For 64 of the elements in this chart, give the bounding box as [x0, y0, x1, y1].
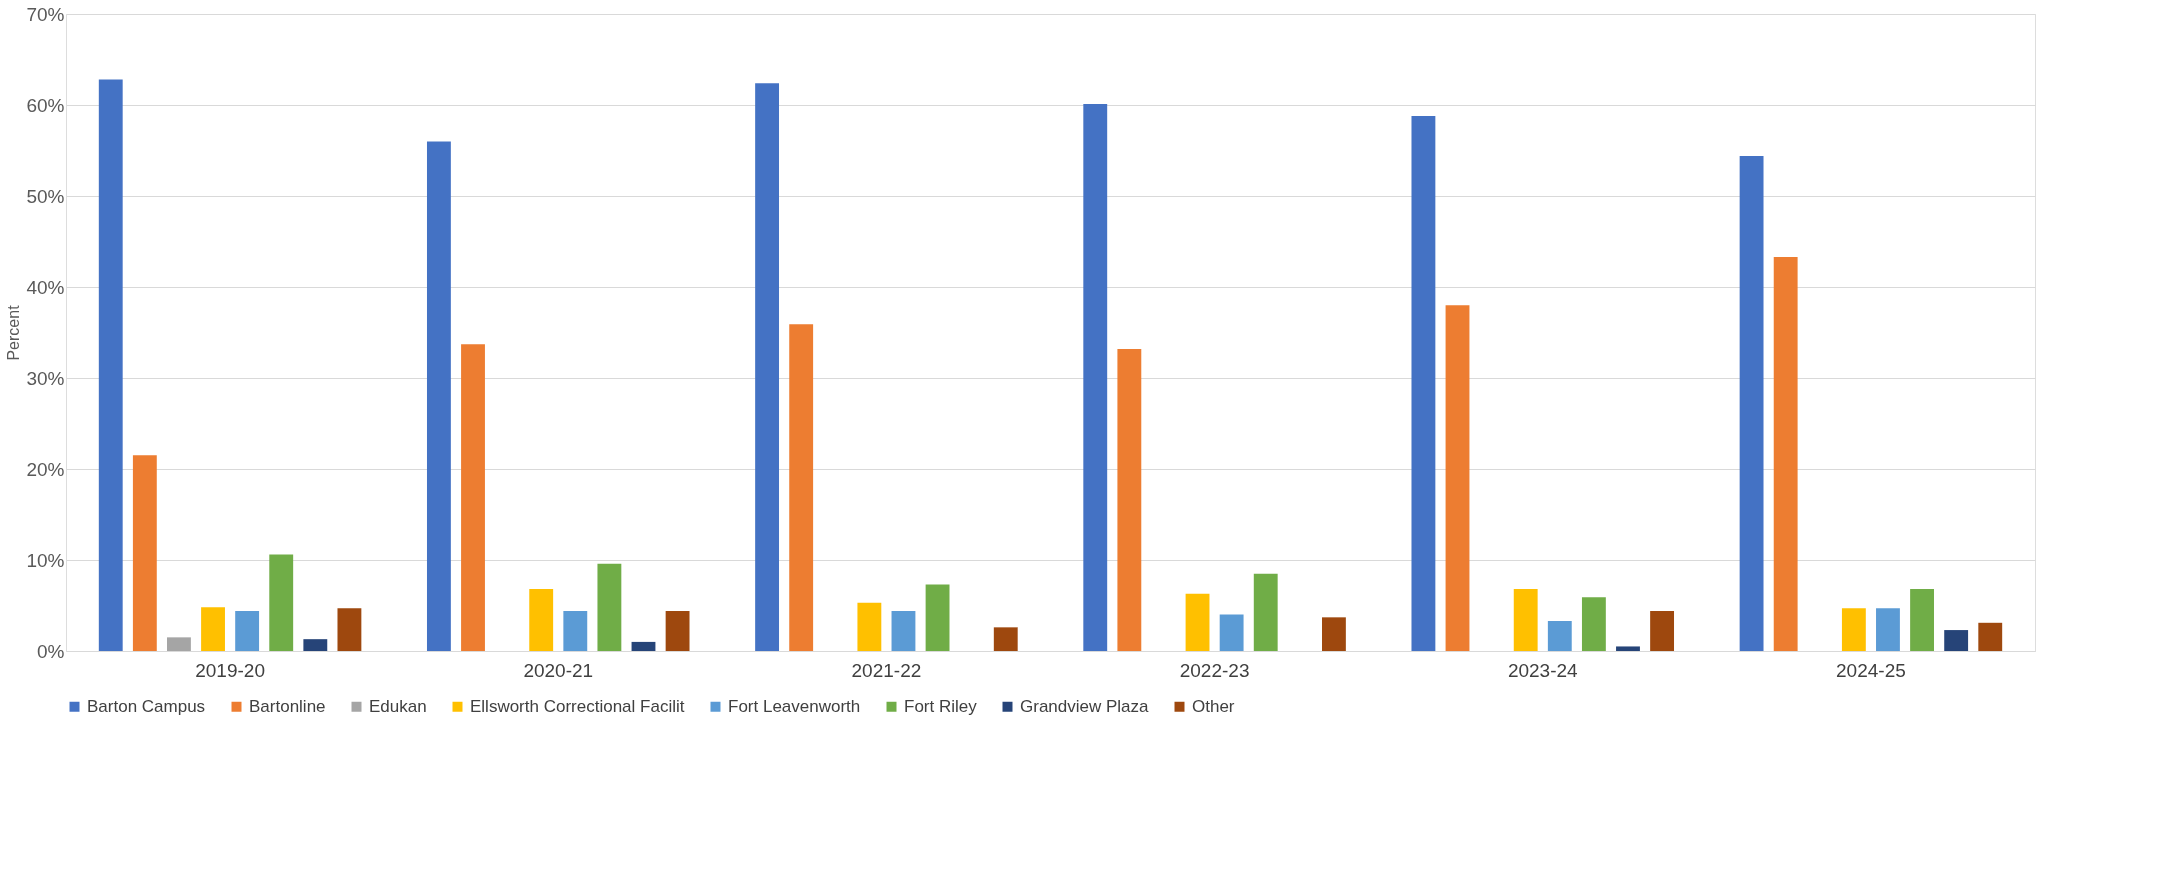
y-tick-label: 0% — [37, 640, 65, 662]
bar — [235, 610, 260, 651]
x-tick-label: 2022-23 — [1179, 659, 1250, 681]
bar — [1219, 614, 1244, 651]
y-tick-label: 10% — [26, 549, 65, 571]
bar — [337, 608, 362, 651]
bar — [529, 589, 554, 651]
bar — [993, 627, 1018, 651]
bar — [1117, 348, 1142, 651]
bar — [755, 83, 780, 651]
bar — [1083, 104, 1108, 651]
bar — [167, 637, 191, 651]
bar — [1616, 646, 1640, 651]
x-tick-label: 2019-20 — [195, 659, 265, 681]
bar — [1445, 305, 1470, 651]
bar — [925, 584, 950, 651]
bar — [98, 79, 123, 651]
bar — [1910, 589, 1934, 651]
legend-label: Ellsworth Correctional Facilit — [470, 696, 685, 716]
legend-label: Bartonline — [249, 696, 326, 716]
bar — [789, 324, 814, 651]
bar — [426, 141, 451, 651]
legend-label: Fort Riley — [904, 696, 978, 716]
bar — [1650, 610, 1675, 651]
bar — [563, 610, 588, 651]
y-axis-title: Percent — [5, 304, 23, 361]
bar — [1185, 593, 1210, 651]
x-tick-label: 2023-24 — [1507, 659, 1579, 681]
bar — [1876, 608, 1900, 651]
bar — [1547, 620, 1572, 651]
legend-label: Other — [1192, 696, 1235, 716]
bar — [1841, 608, 1866, 651]
y-tick-label: 20% — [26, 458, 65, 480]
bar — [1513, 589, 1538, 651]
bar — [1411, 115, 1436, 651]
bar — [303, 639, 328, 651]
x-tick-label: 2024-25 — [1836, 659, 1906, 681]
bar — [891, 610, 916, 651]
y-tick-label: 40% — [26, 276, 65, 298]
bar — [461, 344, 485, 651]
bar — [132, 455, 157, 651]
bar — [1944, 630, 1969, 651]
bar — [857, 602, 882, 651]
legend-label: Edukan — [369, 696, 427, 716]
bar — [1978, 622, 2003, 651]
y-tick-label: 60% — [26, 94, 65, 116]
x-tick-label: 2020-21 — [523, 659, 594, 681]
bar — [1739, 155, 1764, 651]
legend-label: Fort Leavenworth — [728, 696, 861, 716]
bar — [1321, 617, 1346, 651]
bar — [1581, 597, 1606, 651]
bar — [631, 641, 656, 651]
bar — [665, 610, 690, 651]
bar — [1773, 256, 1798, 651]
legend-label: Barton Campus — [87, 696, 206, 716]
bar — [269, 554, 294, 651]
bar — [201, 607, 225, 651]
bar — [597, 563, 622, 651]
x-tick-label: 2021-22 — [851, 659, 922, 681]
y-tick-label: 50% — [26, 185, 65, 207]
legend-label: Grandview Plaza — [1020, 696, 1150, 716]
y-tick-label: 70% — [26, 3, 65, 25]
bar — [1253, 573, 1278, 651]
y-tick-label: 30% — [26, 367, 65, 389]
